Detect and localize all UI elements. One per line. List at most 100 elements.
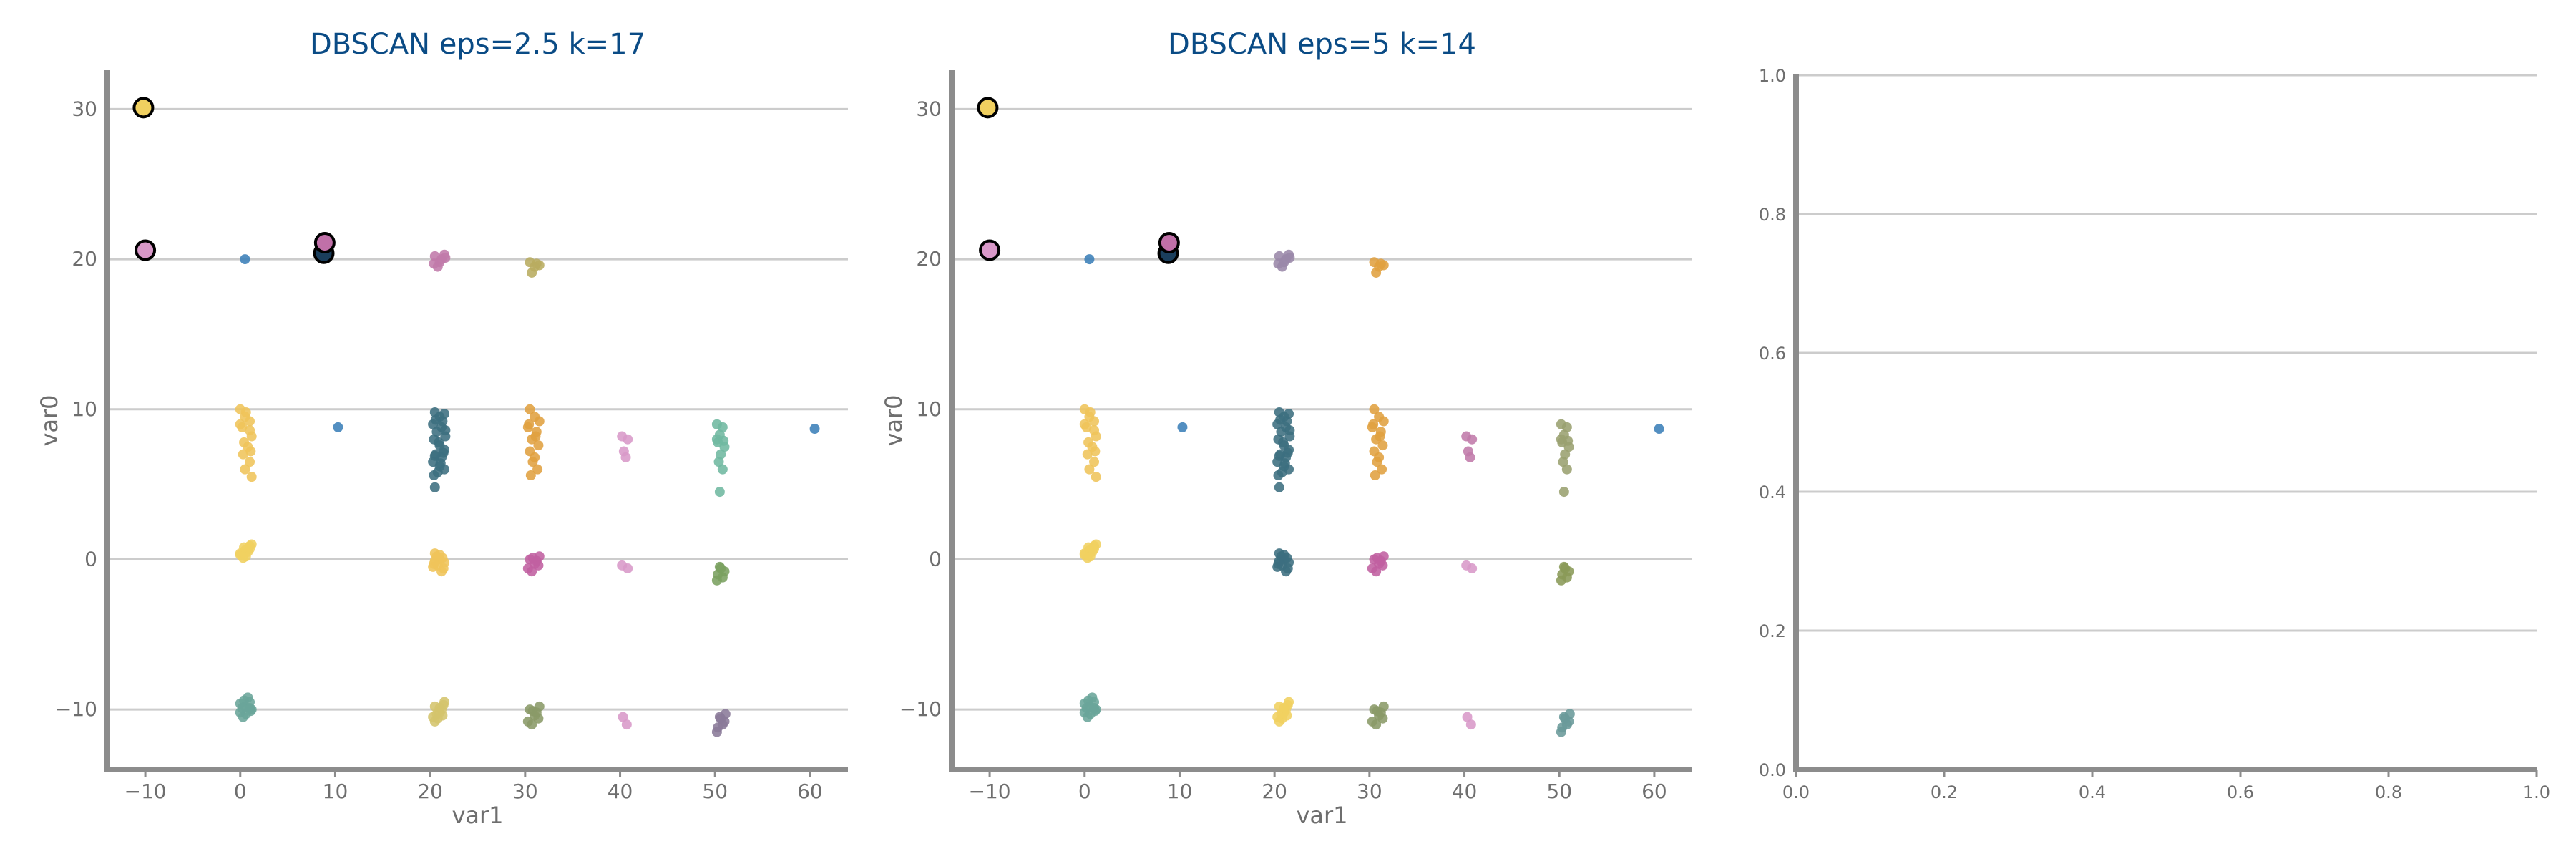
- scatter-point-cluster-14: [1558, 487, 1569, 498]
- chart-panel-2: −10 0 10 20 30 −10 0 10 20 30 40 50 60 DBSCAN eps=5 k…: [880, 28, 1692, 829]
- x-tick-label: 50: [702, 780, 728, 803]
- scatter-point-cluster-13: [1467, 563, 1478, 574]
- highlighted-point: [979, 239, 1001, 261]
- scatter-point-cluster-2: [239, 542, 250, 553]
- scatter-point-cluster-13: [717, 464, 728, 475]
- scatter-point-cluster-6: [1282, 447, 1293, 458]
- scatter-point-cluster-6: [429, 470, 439, 481]
- scatter-point-cluster-6: [438, 447, 449, 458]
- scatter-point-cluster-9: [533, 440, 544, 451]
- highlighted-point: [1158, 232, 1180, 254]
- y-tick-label: 20: [916, 247, 942, 271]
- chart-title: DBSCAN eps=5 k=14: [1168, 28, 1476, 61]
- x-tick-label: 10: [323, 780, 348, 803]
- scatter-point-cluster-1: [1079, 419, 1090, 430]
- scatter-point-cluster-16: [1556, 727, 1566, 737]
- scatter-point-cluster-14: [1563, 435, 1574, 446]
- scatter-point-cluster-3: [237, 703, 248, 714]
- x-tick-label: 0.4: [2079, 782, 2106, 802]
- scatter-point-cluster-12: [1467, 434, 1478, 445]
- scatter-point-cluster-7: [1273, 558, 1284, 569]
- scatter-point-cluster-0: [333, 422, 343, 432]
- scatter-point-cluster-1: [239, 437, 250, 447]
- scatter-point-cluster-5: [531, 258, 542, 269]
- scatter-point-cluster-13: [1465, 719, 1476, 730]
- scatter-point-cluster-13: [714, 487, 725, 498]
- scatter-point-cluster-9: [532, 464, 543, 475]
- chart-title: DBSCAN eps=2.5 k=17: [310, 28, 645, 61]
- y-tick-label: 0: [84, 547, 97, 571]
- x-tick-label: 20: [417, 780, 443, 803]
- x-tick-label: 0.2: [1931, 782, 1958, 802]
- scatter-point-cluster-6: [429, 450, 440, 461]
- scatter-point-cluster-1: [245, 425, 255, 436]
- scatter-point-cluster-8: [1279, 703, 1289, 714]
- scatter-point-cluster-13: [716, 449, 726, 460]
- scatter-point-cluster-16: [1564, 709, 1575, 719]
- scatter-point-cluster-2: [240, 551, 251, 562]
- scatter-point-cluster-15: [720, 709, 731, 719]
- y-tick-label: 0.6: [1759, 344, 1786, 364]
- scatter-point-cluster-9: [1377, 440, 1388, 451]
- scatter-point-cluster-5: [1375, 258, 1386, 269]
- scatter-point-cluster-4: [1284, 253, 1295, 263]
- x-tick-label: 0: [234, 780, 247, 803]
- scatter-point-cluster-9: [1375, 431, 1385, 442]
- scatter-point-cluster-1: [245, 457, 255, 467]
- scatter-point-cluster-10: [533, 560, 544, 571]
- x-tick-label: 0.0: [1782, 782, 1810, 802]
- scatter-point-cluster-1: [235, 419, 245, 430]
- x-axis-label: var1: [1296, 802, 1347, 829]
- x-tick-label: 50: [1546, 780, 1572, 803]
- scatter-point-cluster-12: [623, 434, 633, 445]
- scatter-point-cluster-6: [1284, 409, 1294, 419]
- x-tick-label: −10: [125, 780, 167, 803]
- scatter-point-cluster-12: [620, 452, 631, 462]
- scatter-point-cluster-3: [1090, 706, 1101, 717]
- y-tick-label: 0: [929, 547, 942, 571]
- scatter-point-cluster-0: [1084, 254, 1095, 265]
- highlighted-point: [132, 97, 155, 119]
- scatter-point-cluster-9: [527, 457, 538, 467]
- y-tick-label: 0.2: [1759, 621, 1786, 641]
- scatter-point-cluster-1: [1091, 472, 1101, 482]
- scatter-point-cluster-8: [434, 703, 445, 714]
- scatter-point-cluster-7: [429, 558, 439, 569]
- scatter-point-cluster-0: [809, 424, 820, 435]
- scatter-point-cluster-14: [1558, 457, 1568, 467]
- scatter-point-cluster-10: [527, 553, 538, 563]
- scatter-point-cluster-1: [245, 446, 256, 457]
- scatter-point-cluster-7: [1282, 553, 1292, 563]
- y-tick-label: 30: [72, 97, 97, 120]
- scatter-point-cluster-5: [1371, 267, 1382, 278]
- scatter-point-cluster-6: [429, 482, 440, 492]
- scatter-point-cluster-13: [713, 457, 724, 467]
- highlighted-point: [313, 232, 336, 254]
- scatter-point-cluster-1: [1089, 416, 1100, 427]
- scatter-point-cluster-3: [245, 706, 256, 717]
- scatter-point-cluster-6: [1273, 470, 1284, 481]
- scatter-point-cluster-10: [1377, 560, 1388, 571]
- highlighted-point: [135, 239, 157, 261]
- scatter-point-cluster-4: [440, 253, 451, 263]
- scatter-point-cluster-12: [618, 712, 628, 722]
- y-tick-label: −10: [55, 697, 97, 721]
- scatter-point-cluster-1: [240, 464, 250, 475]
- y-tick-label: 20: [72, 247, 97, 271]
- y-tick-label: 0.8: [1759, 205, 1786, 225]
- scatter-point-cluster-1: [1083, 437, 1094, 447]
- x-tick-label: 20: [1262, 780, 1287, 803]
- chart-panel-3: 0.0 0.2 0.4 0.6 0.8 1.0 0.0 0.2 0.4 0.6 0.8 1.0: [1759, 66, 2550, 802]
- scatter-point-cluster-10: [1371, 566, 1382, 577]
- scatter-point-cluster-6: [1274, 450, 1284, 461]
- scatter-point-cluster-6: [431, 414, 441, 425]
- highlighted-point: [977, 97, 999, 119]
- scatter-point-cluster-8: [437, 710, 448, 721]
- scatter-point-cluster-8: [1282, 710, 1292, 721]
- scatter-point-cluster-11: [1371, 719, 1382, 730]
- x-tick-label: 40: [1452, 780, 1478, 803]
- scatter-point-cluster-6: [439, 409, 450, 419]
- scatter-point-cluster-2: [1085, 551, 1096, 562]
- scatter-point-cluster-6: [1284, 425, 1295, 436]
- scatter-point-cluster-14: [711, 575, 722, 586]
